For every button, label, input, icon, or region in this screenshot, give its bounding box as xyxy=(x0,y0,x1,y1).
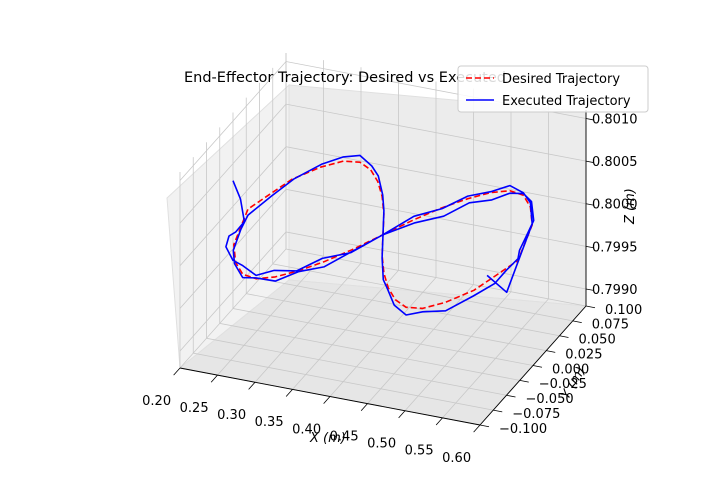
z-grid-line xyxy=(179,146,587,267)
y-grid-line xyxy=(192,157,494,411)
x-tick-label: 0.35 xyxy=(255,415,284,430)
y-tick-label: 0.075 xyxy=(592,318,629,333)
y-tick-mark xyxy=(585,305,596,309)
x-tick-label: 0.40 xyxy=(292,422,321,437)
y-tick-label: −0.025 xyxy=(539,377,587,392)
y-tick-mark xyxy=(479,424,490,428)
y-grid-line xyxy=(206,142,507,396)
legend: Desired Trajectory Executed Trajectory xyxy=(457,65,649,113)
y-tick-label: 0.100 xyxy=(605,303,642,318)
y-grid-line xyxy=(272,67,573,322)
y-tick-mark xyxy=(532,365,543,368)
z-tick-label: 0.7995 xyxy=(592,240,638,255)
z-tick-mark xyxy=(585,160,594,163)
z-tick-label: 0.7990 xyxy=(592,283,638,298)
y-tick-mark xyxy=(506,394,516,398)
legend-box xyxy=(457,65,649,113)
z-tick-mark xyxy=(585,203,594,206)
series-lines xyxy=(225,154,535,316)
z-grid-line xyxy=(179,103,587,224)
y-tick-mark xyxy=(519,379,529,383)
y-tick-mark xyxy=(493,409,503,413)
y-tick-label: 0.050 xyxy=(579,333,616,348)
z-tick-mark xyxy=(585,288,594,291)
y-grid-line xyxy=(245,97,547,352)
x-tick-mark xyxy=(398,410,406,419)
z-axis-label: Z (m) xyxy=(623,188,638,225)
x-tick-label: 0.25 xyxy=(180,401,209,416)
legend-executed-label: Executed Trajectory xyxy=(502,94,631,109)
x-tick-label: 0.20 xyxy=(142,394,171,409)
x-tick-mark xyxy=(210,374,218,383)
z-tick-mark xyxy=(585,118,594,121)
y-tick-label: 0.025 xyxy=(565,347,602,362)
y-tick-mark xyxy=(572,320,582,323)
y-tick-mark xyxy=(546,350,556,353)
y-tick-mark xyxy=(559,335,569,338)
y-tick-label: −0.050 xyxy=(526,392,574,407)
x-tick-mark xyxy=(473,424,481,433)
y-grid-line xyxy=(285,53,587,307)
executed-trajectory-line xyxy=(225,154,535,316)
x-tick-mark xyxy=(248,381,256,390)
chart-title: End-Effector Trajectory: Desired vs Exec… xyxy=(184,70,506,86)
y-tick-label: −0.075 xyxy=(512,407,560,422)
z-tick-label: 0.8005 xyxy=(592,155,638,170)
x-tick-label: 0.50 xyxy=(367,437,396,452)
x-tick-label: 0.55 xyxy=(405,444,434,459)
legend-desired-label: Desired Trajectory xyxy=(502,72,620,87)
x-tick-label: 0.30 xyxy=(217,408,246,423)
x-tick-label: 0.60 xyxy=(442,451,471,466)
axes: 0.20 0.25 0.30 0.35 0.40 0.45 0.50 0.55 0.60 −0.1… xyxy=(142,110,642,466)
x-tick-mark xyxy=(323,396,331,404)
x-tick-mark xyxy=(173,367,181,376)
z-tick-label: 0.8000 xyxy=(592,198,638,213)
x-tick-mark xyxy=(285,389,293,397)
y-axis-line xyxy=(479,305,587,426)
z-tick-label: 0.8010 xyxy=(592,113,638,128)
z-grid-line xyxy=(179,231,587,352)
x-axis-label: X (m) xyxy=(309,431,346,446)
y-tick-label: −0.100 xyxy=(499,422,547,437)
z-tick-mark xyxy=(585,245,594,249)
z-grid-line xyxy=(179,188,587,309)
x-tick-mark xyxy=(360,403,368,412)
y-grid-line xyxy=(219,127,520,381)
y-tick-label: 0.000 xyxy=(552,362,589,377)
y-grid-line xyxy=(232,112,534,366)
x-axis-line xyxy=(179,367,481,426)
x-tick-mark xyxy=(435,417,443,426)
x-tick-label: 0.45 xyxy=(330,429,359,444)
